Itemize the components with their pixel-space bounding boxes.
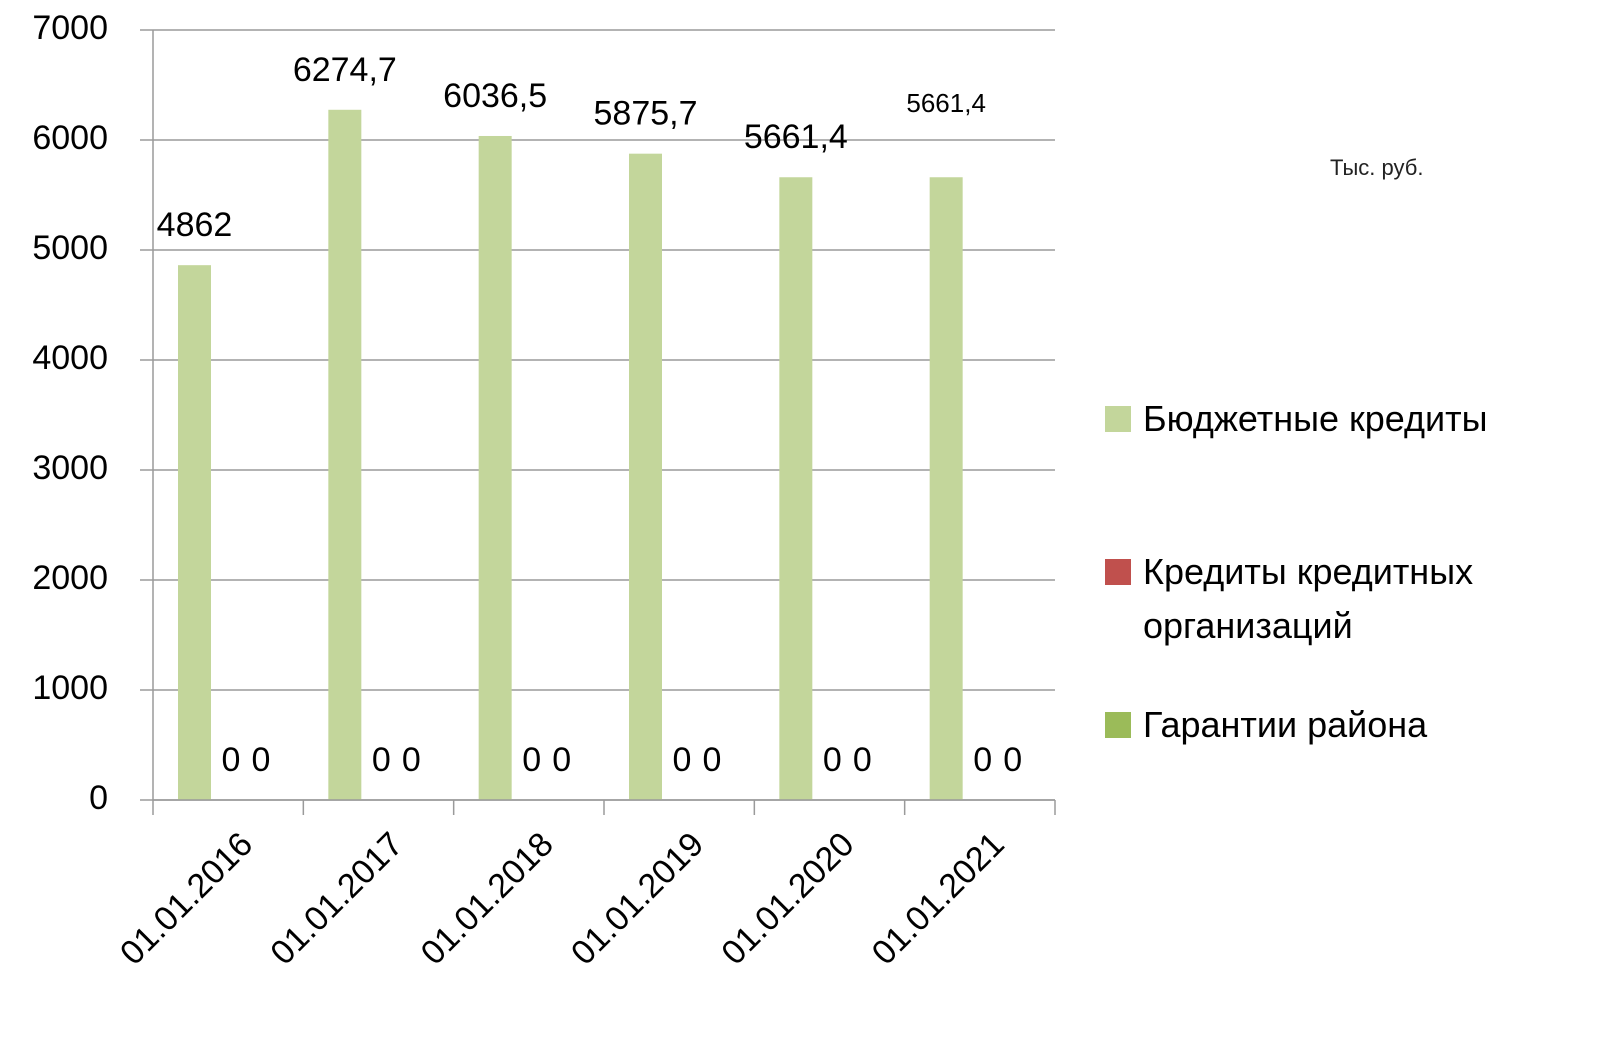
x-tick-label: 01.01.2020 <box>714 825 861 972</box>
data-label: 0 <box>372 741 391 779</box>
data-label: 0 <box>222 741 241 779</box>
data-label: 0 <box>552 741 571 779</box>
data-label: 6274,7 <box>293 51 397 89</box>
x-tick-label: 01.01.2018 <box>414 825 561 972</box>
data-label: 0 <box>1003 741 1022 779</box>
bar <box>779 177 813 801</box>
bar <box>178 265 211 800</box>
data-label: 4862 <box>157 206 233 244</box>
data-label: 0 <box>853 741 872 779</box>
y-tick-label: 3000 <box>32 449 108 487</box>
y-tick-label: 6000 <box>32 119 108 157</box>
y-tick-label: 4000 <box>32 339 108 377</box>
data-label: 5661,4 <box>906 88 986 118</box>
unit-label: Тыс. руб. <box>1330 155 1424 180</box>
data-label: 0 <box>522 741 541 779</box>
data-label: 5875,7 <box>594 95 698 133</box>
x-tick-label: 01.01.2017 <box>263 825 410 972</box>
bar <box>328 109 362 800</box>
data-label: 0 <box>252 741 271 779</box>
y-tick-label: 7000 <box>32 9 108 47</box>
bar <box>629 153 662 801</box>
x-tick-label: 01.01.2016 <box>113 825 260 972</box>
legend-label: Кредиты кредитных организаций <box>1143 551 1474 646</box>
y-tick-label: 0 <box>89 779 108 817</box>
x-tick-label: 01.01.2019 <box>564 825 711 972</box>
legend-swatch <box>1105 406 1131 432</box>
data-label: 0 <box>402 741 421 779</box>
y-tick-label: 2000 <box>32 559 108 597</box>
legend-swatch <box>1105 712 1131 738</box>
y-tick-label: 5000 <box>32 229 108 267</box>
legend-item: Кредиты кредитных организаций <box>1105 545 1575 653</box>
data-label: 6036,5 <box>443 77 547 115</box>
data-label: 0 <box>703 741 722 779</box>
y-tick-label: 1000 <box>32 669 108 707</box>
legend-label: Бюджетные кредиты <box>1143 398 1488 439</box>
data-label: 0 <box>973 741 992 779</box>
data-label: 5661,4 <box>744 118 848 156</box>
bar <box>929 177 963 801</box>
legend-item: Бюджетные кредиты <box>1105 392 1575 446</box>
data-label: 0 <box>673 741 692 779</box>
legend-item: Гарантии района <box>1105 698 1575 752</box>
x-tick-label: 01.01.2021 <box>865 825 1012 972</box>
data-label: 0 <box>823 741 842 779</box>
legend-swatch <box>1105 559 1131 585</box>
bar <box>478 135 512 801</box>
legend-label: Гарантии района <box>1143 704 1428 745</box>
